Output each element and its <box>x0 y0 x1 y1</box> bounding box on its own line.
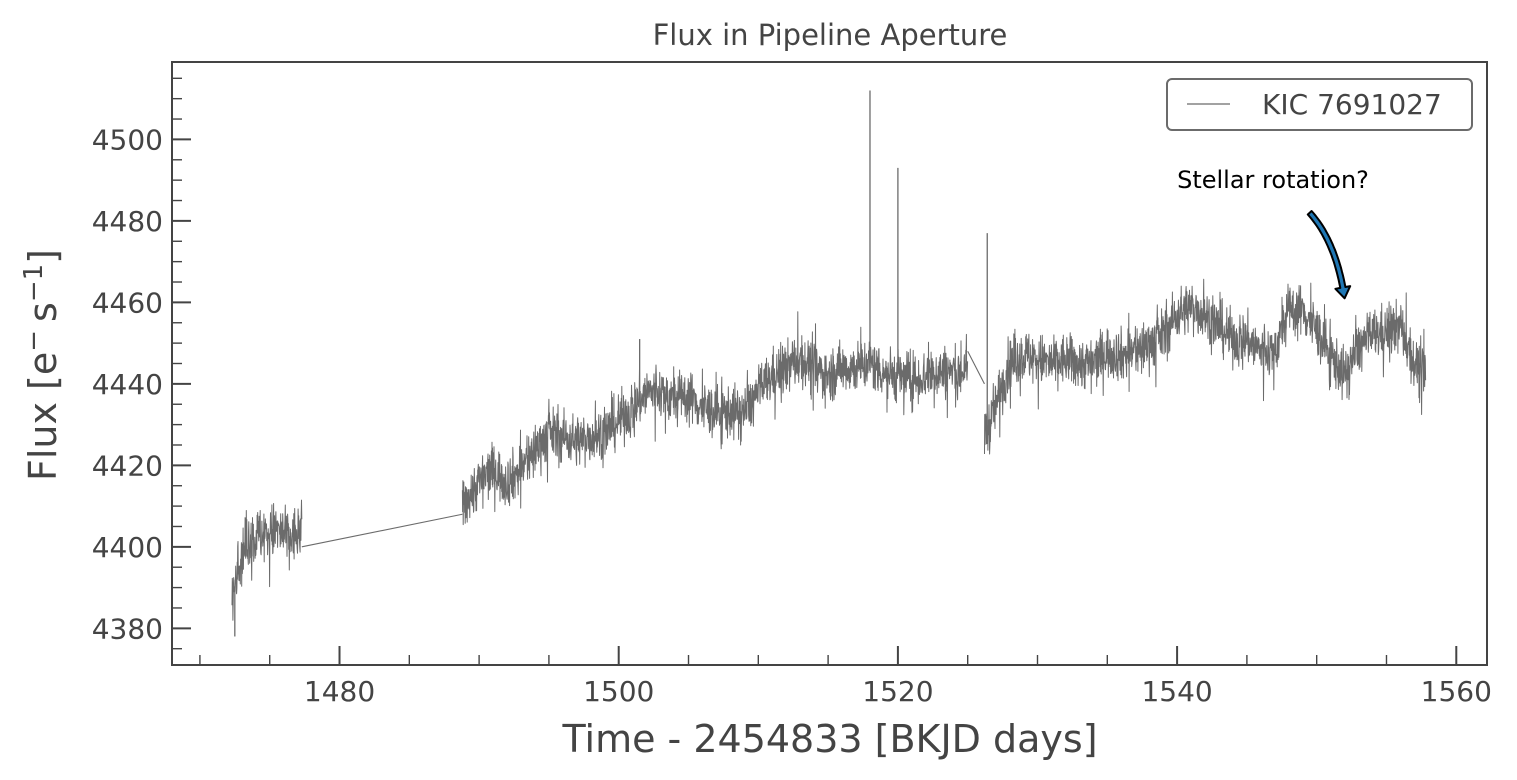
series-line-segment <box>984 278 1427 455</box>
legend-entry-label: KIC 7691027 <box>1262 88 1442 121</box>
annotation-text: Stellar rotation? <box>1177 166 1369 194</box>
y-axis-label-sup1: − <box>19 330 49 352</box>
y-tick-label: 4380 <box>92 612 163 645</box>
annotation-arrow <box>1306 210 1352 300</box>
y-axis-label: Flux [e− s−1] <box>19 249 65 481</box>
series-gap-connector <box>967 351 985 385</box>
y-tick-label: 4460 <box>92 286 163 319</box>
x-axis-label: Time - 2454833 [BKJD days] <box>561 717 1097 761</box>
legend: KIC 7691027 <box>1166 78 1473 131</box>
x-tick-label: 1560 <box>1421 675 1492 708</box>
y-tick-label: 4440 <box>92 368 163 401</box>
y-axis: 4380 4400 4420 4440 4460 4480 4500 <box>92 77 191 650</box>
y-axis-label-main: Flux [e <box>21 352 65 481</box>
series-gap-connector <box>301 513 463 548</box>
x-tick-label: 1480 <box>304 675 375 708</box>
x-tick-label: 1500 <box>583 675 654 708</box>
x-tick-label: 1520 <box>862 675 933 708</box>
annotation: Stellar rotation? <box>1177 166 1369 300</box>
x-axis: 1480 1500 1520 1540 1560 <box>199 646 1492 708</box>
y-tick-label: 4500 <box>92 123 163 156</box>
series-line-segment <box>461 311 969 526</box>
y-tick-label: 4480 <box>92 205 163 238</box>
y-axis-label-sup2: −1 <box>19 264 49 302</box>
series-line-segment <box>231 499 303 621</box>
x-tick-label: 1540 <box>1141 675 1212 708</box>
y-tick-label: 4400 <box>92 531 163 564</box>
y-tick-label: 4420 <box>92 449 163 482</box>
legend-frame <box>1166 78 1473 131</box>
y-axis-label-end: ] <box>21 249 65 264</box>
y-axis-label-mid: s <box>21 302 65 322</box>
chart-title: Flux in Pipeline Aperture <box>653 18 1008 52</box>
plot-area <box>231 90 1427 637</box>
